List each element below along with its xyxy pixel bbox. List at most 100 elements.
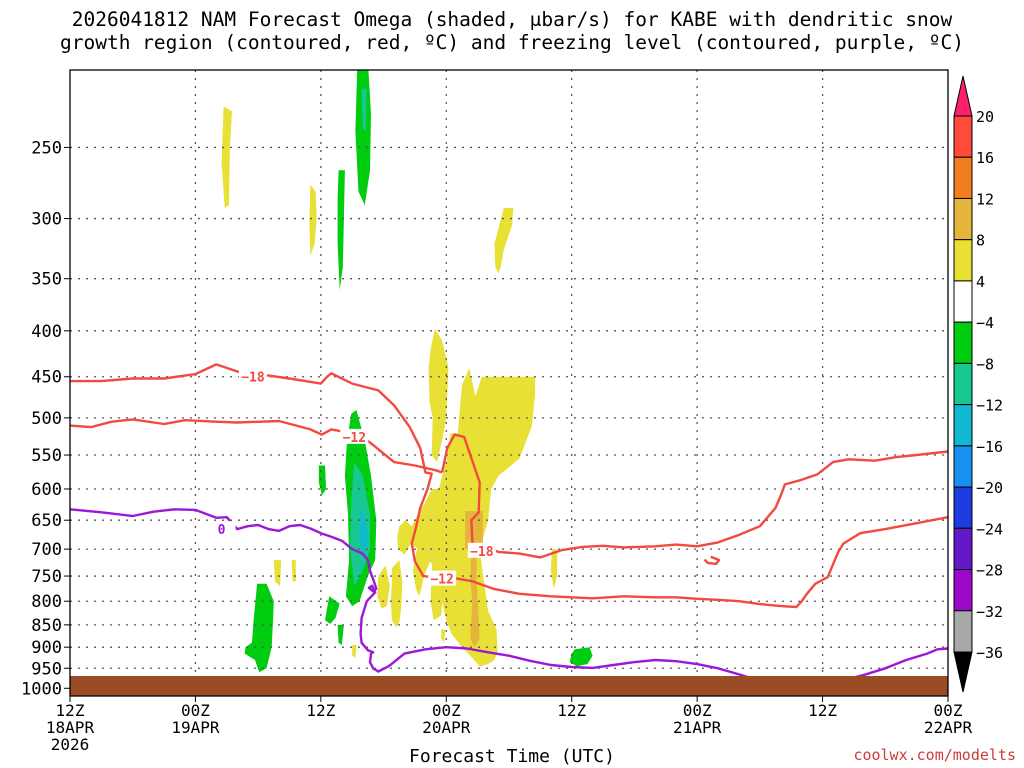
chart-title-line-2: growth region (contoured, red, ºC) and f… [60, 31, 964, 54]
colorbar-swatch [953, 280, 973, 323]
dgz-contour-3 [430, 516, 948, 609]
y-tick-label: 850 [31, 616, 62, 636]
colorbar-label: −8 [976, 355, 994, 373]
x-tick-label: 19APR [171, 718, 220, 737]
omega-region-8 [325, 596, 340, 624]
chart-title-line-1: 2026041812 NAM Forecast Omega (shaded, μ… [71, 8, 953, 31]
colorbar-swatch [953, 321, 973, 364]
omega-region-11 [221, 106, 232, 208]
x-tick-label: 00Z [181, 701, 210, 720]
omega-region-13 [494, 208, 514, 274]
credit-link[interactable]: coolwx.com/modelts [853, 746, 1016, 764]
dgz-contour-label-2: −18 [470, 545, 494, 560]
colorbar-label: −20 [976, 479, 1003, 497]
y-tick-label: 350 [31, 270, 62, 290]
dgz-contour-0 [70, 363, 433, 579]
omega-region-25 [441, 629, 446, 643]
colorbar-swatch [953, 115, 973, 158]
dgz-contour-label-bg-1 [340, 428, 369, 444]
x-tick-label: 12Z [56, 701, 85, 720]
colorbar-bottom-triangle [953, 651, 973, 693]
colorbar-label: −36 [976, 644, 1003, 662]
colorbar-swatch [953, 445, 973, 488]
omega-shading [221, 70, 593, 673]
colorbar: 20 16 12 8 4 −4 −8 −12 −16 −20 −24 −28 −32 −36 [953, 75, 1003, 693]
colorbar-swatch [953, 197, 973, 241]
freezing-contour-label-bg-0 [207, 521, 236, 537]
dgz-contour-label-bg-3 [428, 570, 457, 586]
y-tick-label: 950 [31, 659, 62, 679]
colorbar-label: −16 [976, 438, 1003, 456]
omega-region-12 [309, 184, 317, 256]
dgz-contour-1 [70, 418, 443, 474]
colorbar-label: −24 [976, 520, 1003, 538]
pressure-axis: 2503003504004505005506006507007508008509… [21, 138, 70, 699]
colorbar-swatch [953, 610, 973, 653]
dgz-contour-label-0: −18 [241, 371, 265, 386]
colorbar-swatch [953, 404, 973, 447]
terrain-surface [70, 676, 948, 696]
colorbar-swatch [953, 486, 973, 529]
omega-region-1 [361, 88, 367, 132]
y-tick-label: 300 [31, 210, 62, 230]
colorbar-label: 20 [976, 108, 994, 126]
plot-frame [69, 69, 949, 697]
y-tick-label: 600 [31, 480, 62, 500]
y-tick-label: 500 [31, 409, 62, 429]
y-tick-label: 450 [31, 368, 62, 388]
y-tick-label: 250 [31, 138, 62, 158]
omega-region-9 [337, 624, 344, 645]
y-tick-label: 750 [31, 567, 62, 587]
x-tick-label: 20APR [422, 718, 471, 737]
omega-region-7 [244, 583, 274, 673]
dgz-contour-label-3: −12 [430, 573, 453, 588]
colorbar-swatch [953, 362, 973, 406]
x-tick-label: 00Z [934, 701, 963, 720]
colorbar-label: −4 [976, 314, 994, 332]
x-tick-label: 12Z [808, 701, 837, 720]
omega-region-18 [390, 560, 403, 628]
omega-region-22 [550, 549, 558, 589]
colorbar-label: 4 [976, 273, 985, 291]
omega-region-20 [377, 565, 390, 609]
colorbar-swatch [953, 527, 973, 571]
colorbar-label: 8 [976, 232, 985, 250]
colorbar-label: 16 [976, 149, 994, 167]
colorbar-swatch [953, 569, 973, 612]
y-tick-label: 550 [31, 446, 62, 466]
x-tick-label: 12Z [306, 701, 335, 720]
colorbar-label: −28 [976, 562, 1003, 580]
omega-region-16 [457, 368, 477, 489]
colorbar-swatch [953, 239, 973, 282]
omega-region-23 [273, 560, 282, 587]
y-tick-label: 900 [31, 638, 62, 658]
dgz-contour-label-bg-2 [467, 542, 496, 558]
x-tick-label: 21APR [673, 718, 722, 737]
omega-region-6 [359, 508, 368, 555]
colorbar-swatch [953, 156, 973, 199]
colorbar-label: −12 [976, 397, 1003, 415]
y-tick-label: 400 [31, 322, 62, 342]
y-tick-label: 650 [31, 511, 62, 531]
y-tick-label: 800 [31, 592, 62, 612]
x-tick-label: 12Z [557, 701, 586, 720]
omega-region-0 [355, 70, 371, 206]
omega-region-2 [337, 170, 345, 290]
colorbar-top-triangle [953, 75, 973, 117]
dgz-contour-label-bg-0 [238, 368, 267, 384]
x-axis-title: Forecast Time (UTC) [409, 746, 615, 767]
colorbar-label: 12 [976, 190, 994, 208]
freezing-contour-label-0: 0 [218, 523, 226, 538]
colorbar-label: −32 [976, 603, 1003, 621]
y-tick-label: 700 [31, 540, 62, 560]
x-tick-label: 00Z [683, 701, 712, 720]
x-tick-label: 2026 [51, 735, 90, 754]
dgz-contour-2 [440, 433, 948, 559]
dgz-contour-label-1: −12 [343, 431, 366, 446]
omega-region-10 [569, 647, 593, 667]
x-tick-label: 22APR [924, 718, 973, 737]
x-tick-label: 00Z [432, 701, 461, 720]
y-tick-label: 1000 [21, 679, 62, 699]
